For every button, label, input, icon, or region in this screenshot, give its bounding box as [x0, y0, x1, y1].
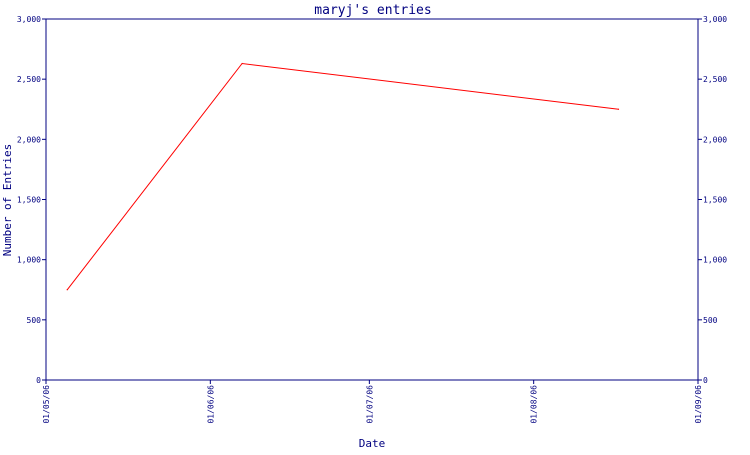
- y-tick-label-left: 500: [27, 316, 42, 325]
- y-axis-label: Number of Entries: [1, 144, 14, 257]
- y-tick-label-right: 3,000: [703, 15, 727, 24]
- x-tick-label: 01/09/06: [694, 385, 703, 424]
- data-point: [617, 108, 620, 110]
- y-tick-label-left: 1,000: [17, 256, 41, 265]
- y-tick-label-left: 3,000: [17, 15, 41, 24]
- y-tick-label-right: 500: [703, 316, 718, 325]
- chart-title: maryj's entries: [314, 3, 431, 18]
- x-tick-label: 01/07/06: [365, 385, 374, 424]
- x-axis-label: Date: [359, 437, 386, 450]
- y-tick-label-right: 1,500: [703, 196, 727, 205]
- data-point: [241, 62, 243, 65]
- y-tick-label-right: 2,500: [703, 75, 727, 84]
- y-tick-label-right: 0: [703, 376, 708, 385]
- y-tick-label-left: 1,500: [17, 196, 41, 205]
- y-tick-label-right: 1,000: [703, 256, 727, 265]
- y-tick-label-right: 2,000: [703, 135, 727, 144]
- data-point: [66, 289, 68, 291]
- series-layer: [66, 62, 620, 291]
- y-tick-label-left: 0: [36, 376, 41, 385]
- y-tick-label-left: 2,000: [17, 135, 41, 144]
- y-tick-label-left: 2,500: [17, 75, 41, 84]
- x-tick-label: 01/08/06: [530, 385, 539, 424]
- y-axis-left: 0 500 1,000 1,500 2,000 2,500 3,000: [17, 15, 46, 385]
- x-axis: 01/05/06 01/06/06 01/07/06 01/08/06 01/09/06: [42, 380, 703, 424]
- y-axis-right: 0 500 1,000 1,500 2,000 2,500 3,000: [698, 15, 727, 385]
- x-tick-label: 01/06/06: [206, 385, 215, 424]
- x-tick-label: 01/05/06: [42, 385, 51, 424]
